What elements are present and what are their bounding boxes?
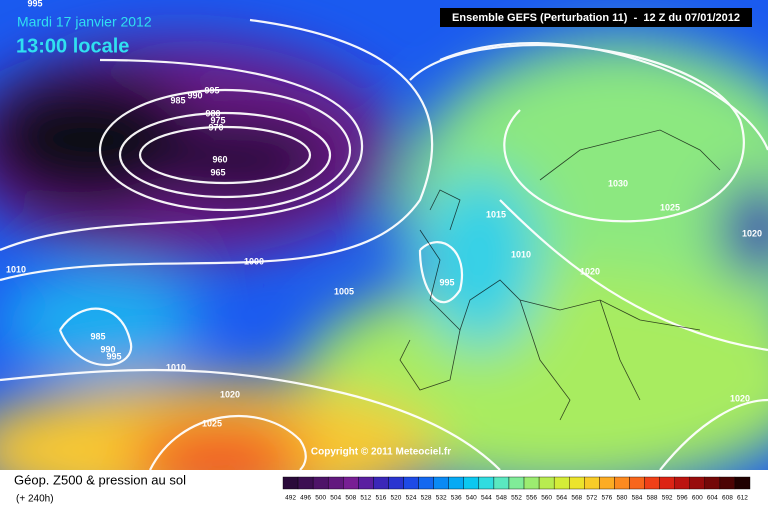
scale-swatch bbox=[478, 476, 495, 490]
isobar-label: 995 bbox=[439, 277, 454, 287]
run-info: Ensemble GEFS (Perturbation 11) - 12 Z d… bbox=[452, 12, 740, 24]
isobar-label: 1020 bbox=[742, 228, 762, 238]
scale-swatch bbox=[297, 476, 314, 490]
isobar-label: 990 bbox=[100, 344, 115, 354]
scale-label: 608 bbox=[722, 495, 733, 502]
scale-label: 576 bbox=[601, 495, 612, 502]
scale-swatch bbox=[433, 476, 449, 490]
scale-label: 572 bbox=[586, 495, 597, 502]
isobar-label: 1010 bbox=[166, 362, 186, 372]
isobar-label: 985 bbox=[170, 95, 185, 105]
scale-label: 592 bbox=[662, 495, 673, 502]
scale-label: 596 bbox=[677, 495, 688, 502]
scale-swatch bbox=[659, 476, 675, 490]
scale-swatch bbox=[614, 476, 630, 490]
isobar-label: 1025 bbox=[202, 418, 222, 428]
scale-swatch bbox=[403, 476, 419, 490]
scale-label: 588 bbox=[647, 495, 658, 502]
scale-label: 532 bbox=[436, 495, 447, 502]
scale-label: 544 bbox=[481, 495, 492, 502]
scale-label: 584 bbox=[632, 495, 643, 502]
scale-label: 552 bbox=[511, 495, 522, 502]
isobar-label: 1030 bbox=[608, 178, 628, 188]
isobar-label: 995 bbox=[106, 351, 121, 361]
scale-label: 560 bbox=[541, 495, 552, 502]
date: Mardi 17 janvier 2012 bbox=[17, 14, 152, 30]
scale-swatch bbox=[584, 476, 600, 490]
scale-swatch bbox=[282, 476, 299, 490]
copyright: Copyright © 2011 Meteociel.fr bbox=[311, 447, 451, 458]
scale-swatch bbox=[523, 476, 540, 490]
scale-label: 496 bbox=[300, 495, 311, 502]
scale-swatch bbox=[629, 476, 645, 490]
scale-label: 564 bbox=[556, 495, 567, 502]
scale-swatch bbox=[719, 476, 736, 490]
scale-swatch bbox=[553, 476, 570, 490]
isobar-label: 970 bbox=[208, 122, 223, 132]
scale-label: 548 bbox=[496, 495, 507, 502]
scale-label: 508 bbox=[345, 495, 356, 502]
scale-label: 556 bbox=[526, 495, 537, 502]
scale-swatch bbox=[327, 476, 344, 490]
scale-swatch bbox=[463, 476, 480, 490]
scale-swatch bbox=[343, 476, 359, 490]
scale-swatch bbox=[599, 476, 615, 490]
isobar-label: 995 bbox=[27, 0, 42, 8]
scale-swatch bbox=[312, 476, 329, 490]
scale-swatch bbox=[508, 476, 525, 490]
scale-label: 516 bbox=[375, 495, 386, 502]
scale-label: 568 bbox=[571, 495, 582, 502]
isobar-label: 985 bbox=[90, 331, 105, 341]
scale-label: 612 bbox=[737, 495, 748, 502]
scale-label: 540 bbox=[466, 495, 477, 502]
isobar-label: 1000 bbox=[244, 256, 264, 266]
scale-swatch bbox=[569, 476, 585, 490]
scale-swatch bbox=[734, 476, 751, 490]
isobar-label: 965 bbox=[210, 167, 225, 177]
scale-label: 580 bbox=[617, 495, 628, 502]
isobar-label: 980 bbox=[205, 108, 220, 118]
isobar-label: 1005 bbox=[334, 286, 354, 296]
scale-label: 528 bbox=[421, 495, 432, 502]
scale-swatch bbox=[493, 476, 510, 490]
scale-label: 536 bbox=[451, 495, 462, 502]
scale-label: 512 bbox=[360, 495, 371, 502]
time: 13:00 locale bbox=[16, 35, 129, 57]
scale-swatch bbox=[538, 476, 555, 490]
isobar-label: 990 bbox=[187, 90, 202, 100]
scale-label: 520 bbox=[391, 495, 402, 502]
run-box bbox=[440, 8, 752, 27]
isobar-label: 975 bbox=[210, 115, 225, 125]
scale-swatch bbox=[674, 476, 690, 490]
isobar-label: 995 bbox=[204, 85, 219, 95]
scale-swatch bbox=[448, 476, 464, 490]
scale-label: 524 bbox=[406, 495, 417, 502]
scale-swatch bbox=[689, 476, 706, 490]
isobar-label: 1020 bbox=[580, 266, 600, 276]
scale-swatch bbox=[704, 476, 721, 490]
scale-label: 604 bbox=[707, 495, 718, 502]
isobar-label: 1010 bbox=[6, 264, 26, 274]
scale-label: 500 bbox=[315, 495, 326, 502]
scale-swatch bbox=[373, 476, 389, 490]
isobar-label: 1025 bbox=[660, 202, 680, 212]
scale-swatch bbox=[358, 476, 374, 490]
scale-swatch bbox=[644, 476, 660, 490]
isobar-label: 1020 bbox=[730, 393, 750, 403]
lead-time: (+ 240h) bbox=[16, 494, 54, 505]
scale-label: 600 bbox=[692, 495, 703, 502]
scale-swatch bbox=[388, 476, 404, 490]
scale-swatch bbox=[418, 476, 434, 490]
isobar-label: 1010 bbox=[511, 249, 531, 259]
isobar-label: 960 bbox=[212, 154, 227, 164]
isobar-label: 1015 bbox=[486, 209, 506, 219]
isobar-label: 1020 bbox=[220, 389, 240, 399]
scale-label: 504 bbox=[330, 495, 341, 502]
footer-title: Géop. Z500 & pression au sol bbox=[14, 472, 186, 487]
scale-label: 492 bbox=[285, 495, 296, 502]
